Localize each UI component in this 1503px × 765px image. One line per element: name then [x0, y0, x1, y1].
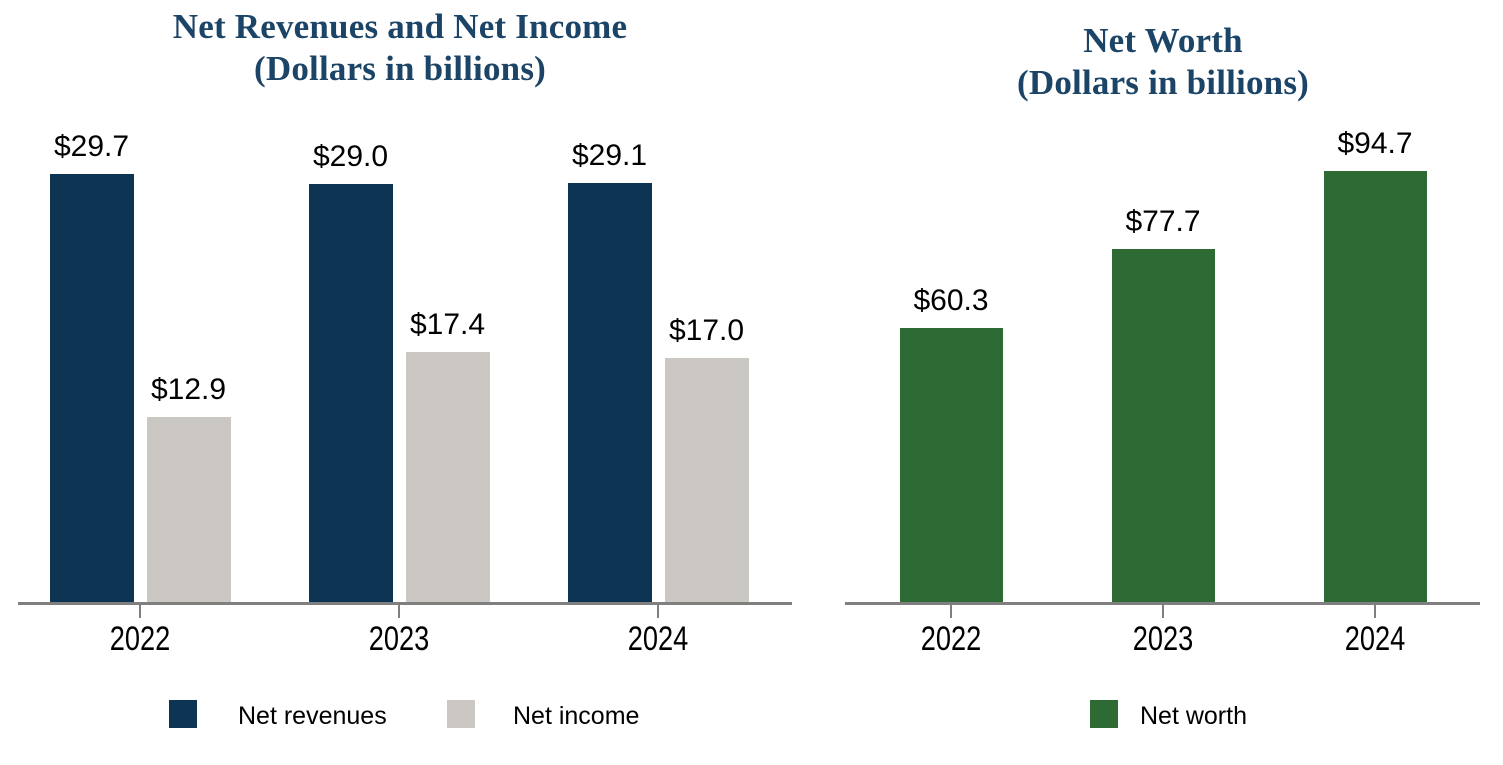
- bar-net-income-2022: [146, 417, 231, 604]
- value-label-net-worth-2023: $77.7: [1125, 205, 1201, 238]
- chart-title-net-worth: Net Worth (Dollars in billions): [830, 20, 1496, 104]
- x-axis-line: [845, 602, 1480, 605]
- bar-net-income-2024: [664, 358, 749, 604]
- legend-swatch-net-revenues: [169, 700, 197, 728]
- x-axis-label-2022: 2022: [109, 620, 171, 658]
- value-label-net-revenues-2022: $29.7: [53, 130, 130, 163]
- bar-net-worth-2023: [1111, 249, 1215, 604]
- x-axis-tick-2022: [950, 605, 952, 618]
- x-axis-tick-2023: [1162, 605, 1164, 618]
- x-axis-tick-2023: [398, 605, 400, 618]
- legend-swatch-net-worth: [1090, 700, 1118, 728]
- x-axis-label-2023: 2023: [1132, 620, 1194, 658]
- x-axis-tick-2022: [139, 605, 141, 618]
- value-label-net-revenues-2024: $29.1: [571, 139, 648, 172]
- legend-label-net-worth: Net worth: [1140, 702, 1247, 730]
- bar-net-revenues-2023: [308, 184, 393, 604]
- value-label-net-income-2024: $17.0: [668, 314, 745, 347]
- chart-title-line2: (Dollars in billions): [1016, 63, 1310, 102]
- chart-title-line1: Net Revenues and Net Income: [172, 7, 628, 46]
- bar-net-income-2023: [405, 352, 490, 604]
- value-label-net-income-2022: $12.9: [150, 373, 227, 406]
- x-axis-label-2023: 2023: [368, 620, 430, 658]
- chart-title-line1: Net Worth: [1083, 21, 1243, 60]
- legend-label-net-revenues: Net revenues: [238, 702, 387, 730]
- bar-net-worth-2024: [1323, 171, 1427, 604]
- x-axis-tick-2024: [657, 605, 659, 618]
- value-label-net-income-2023: $17.4: [409, 308, 486, 341]
- x-axis-tick-2024: [1374, 605, 1376, 618]
- value-label-net-revenues-2023: $29.0: [312, 140, 389, 173]
- bar-net-worth-2022: [899, 328, 1003, 604]
- chart-title-net-revenues-net-income: Net Revenues and Net Income (Dollars in …: [0, 6, 800, 90]
- legend-swatch-net-income: [447, 700, 475, 728]
- bar-net-revenues-2022: [49, 174, 134, 604]
- x-axis-label-2024: 2024: [1344, 620, 1406, 658]
- bar-net-revenues-2024: [567, 183, 652, 604]
- x-axis-label-2024: 2024: [627, 620, 689, 658]
- legend-label-net-income: Net income: [513, 702, 640, 730]
- x-axis-label-2022: 2022: [920, 620, 982, 658]
- value-label-net-worth-2024: $94.7: [1337, 127, 1413, 160]
- value-label-net-worth-2022: $60.3: [913, 284, 989, 317]
- x-axis-line: [18, 602, 792, 605]
- chart-title-line2: (Dollars in billions): [253, 49, 547, 88]
